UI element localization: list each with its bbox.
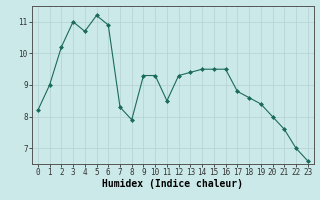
X-axis label: Humidex (Indice chaleur): Humidex (Indice chaleur) [102,179,243,189]
